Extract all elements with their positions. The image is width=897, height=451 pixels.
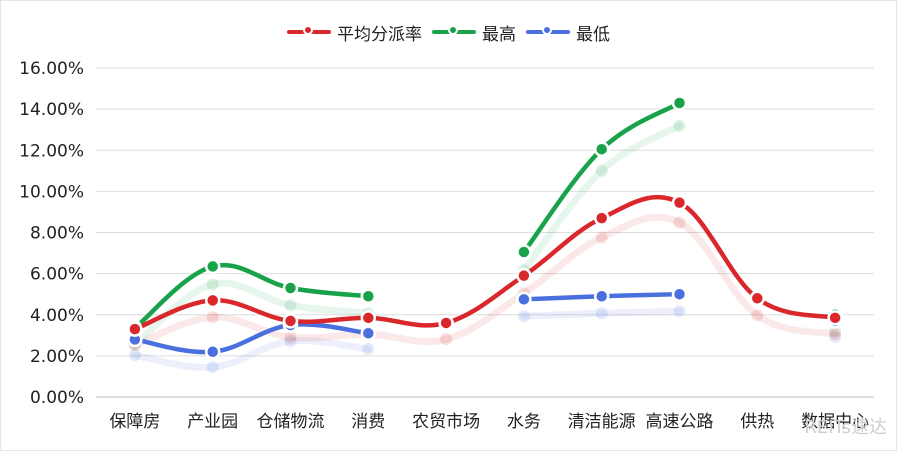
data-point[interactable]	[204, 292, 221, 309]
series-shadow-point	[673, 119, 686, 132]
series-shadow	[520, 307, 683, 320]
y-tick-label: 0.00%	[30, 388, 84, 408]
data-point[interactable]	[516, 291, 532, 308]
y-tick-label: 2.00%	[30, 347, 84, 367]
data-point[interactable]	[282, 313, 299, 329]
watermark: REITs速达	[804, 417, 887, 438]
x-category-label: 清洁能源	[568, 412, 636, 432]
data-point[interactable]	[360, 288, 377, 304]
legend-swatch-average	[287, 25, 331, 37]
legend-swatch-min	[526, 25, 570, 37]
series-line	[132, 262, 371, 331]
y-tick-label: 14.00%	[19, 100, 84, 120]
y-tick-label: 10.00%	[19, 182, 84, 202]
series-shadow-point	[595, 164, 608, 177]
x-category-label: 消费	[351, 412, 385, 432]
series-shadow-point	[595, 231, 608, 244]
series-shadow-point	[751, 309, 764, 322]
series-line	[521, 100, 682, 255]
legend-item-min[interactable]: 最低	[526, 20, 610, 45]
data-point[interactable]	[360, 310, 377, 326]
x-category-label: 高速公路	[646, 412, 714, 432]
series-line	[132, 322, 371, 355]
series-shadow-point	[284, 331, 297, 344]
x-category-label: 仓储物流	[257, 412, 325, 432]
legend-item-max[interactable]: 最高	[432, 20, 516, 45]
data-point[interactable]	[360, 325, 377, 342]
series-shadow-point	[829, 328, 842, 341]
data-point[interactable]	[127, 321, 143, 337]
chart-legend: 平均分派率 最高 最低	[0, 18, 897, 46]
data-point[interactable]	[438, 315, 454, 331]
series-shadow-point	[829, 325, 842, 338]
series-shadow-point	[595, 307, 608, 320]
data-point[interactable]	[204, 258, 221, 275]
y-tick-label: 8.00%	[30, 224, 84, 244]
series-lines	[127, 95, 843, 374]
x-axis-categories: 保障房 产业园 仓储物流 消费 农贸市场 水务 清洁能源 高速公路 供热 数据中心	[109, 412, 869, 432]
legend-label-min: 最低	[576, 24, 610, 45]
x-category-label: 产业园	[187, 412, 238, 432]
series-shadow-point	[829, 331, 842, 344]
data-point[interactable]	[671, 286, 688, 302]
data-point[interactable]	[593, 288, 610, 304]
data-point[interactable]	[516, 244, 532, 260]
data-point[interactable]	[593, 210, 610, 226]
data-point[interactable]	[204, 344, 221, 360]
data-point[interactable]	[593, 141, 610, 157]
series-shadow-point	[284, 299, 297, 312]
series-shadow-point	[673, 305, 686, 318]
x-category-label: 农贸市场	[412, 412, 480, 432]
legend-swatch-max	[432, 25, 476, 37]
series-shadow-point	[206, 278, 219, 291]
legend-label-average: 平均分派率	[337, 24, 422, 45]
data-point[interactable]	[749, 290, 766, 307]
series-shadow	[131, 213, 839, 349]
legend-item-average[interactable]: 平均分派率	[287, 20, 422, 45]
series-shadow	[131, 337, 372, 371]
x-category-label: 供热	[740, 412, 774, 432]
grid-lines	[96, 67, 874, 398]
y-axis-ticks: 0.00% 2.00% 4.00% 6.00% 8.00% 10.00% 12.00% 14.…	[19, 59, 84, 408]
y-tick-label: 4.00%	[30, 306, 84, 326]
data-point[interactable]	[282, 280, 299, 296]
x-category-label: 保障房	[109, 412, 160, 432]
data-point[interactable]	[671, 194, 688, 211]
series-shadow-point	[673, 216, 686, 229]
y-tick-label: 16.00%	[19, 59, 84, 79]
series-shadow-point	[517, 310, 530, 323]
data-point[interactable]	[671, 95, 688, 111]
data-point[interactable]	[827, 310, 843, 326]
x-category-label: 水务	[507, 412, 541, 432]
series-shadow	[520, 122, 683, 274]
series-shadow-point	[128, 349, 141, 362]
y-tick-label: 6.00%	[30, 265, 84, 285]
series-shadow-point	[206, 361, 219, 374]
x-category-label: 数据中心	[801, 412, 869, 432]
series-shadow-point	[440, 333, 453, 346]
series-shadow-point	[362, 343, 375, 356]
series-shadow-point	[284, 335, 297, 348]
legend-label-max: 最高	[482, 24, 516, 45]
data-point[interactable]	[516, 267, 532, 284]
series-line	[132, 194, 838, 332]
y-tick-label: 12.00%	[19, 141, 84, 161]
series-shadow-point	[206, 311, 219, 324]
